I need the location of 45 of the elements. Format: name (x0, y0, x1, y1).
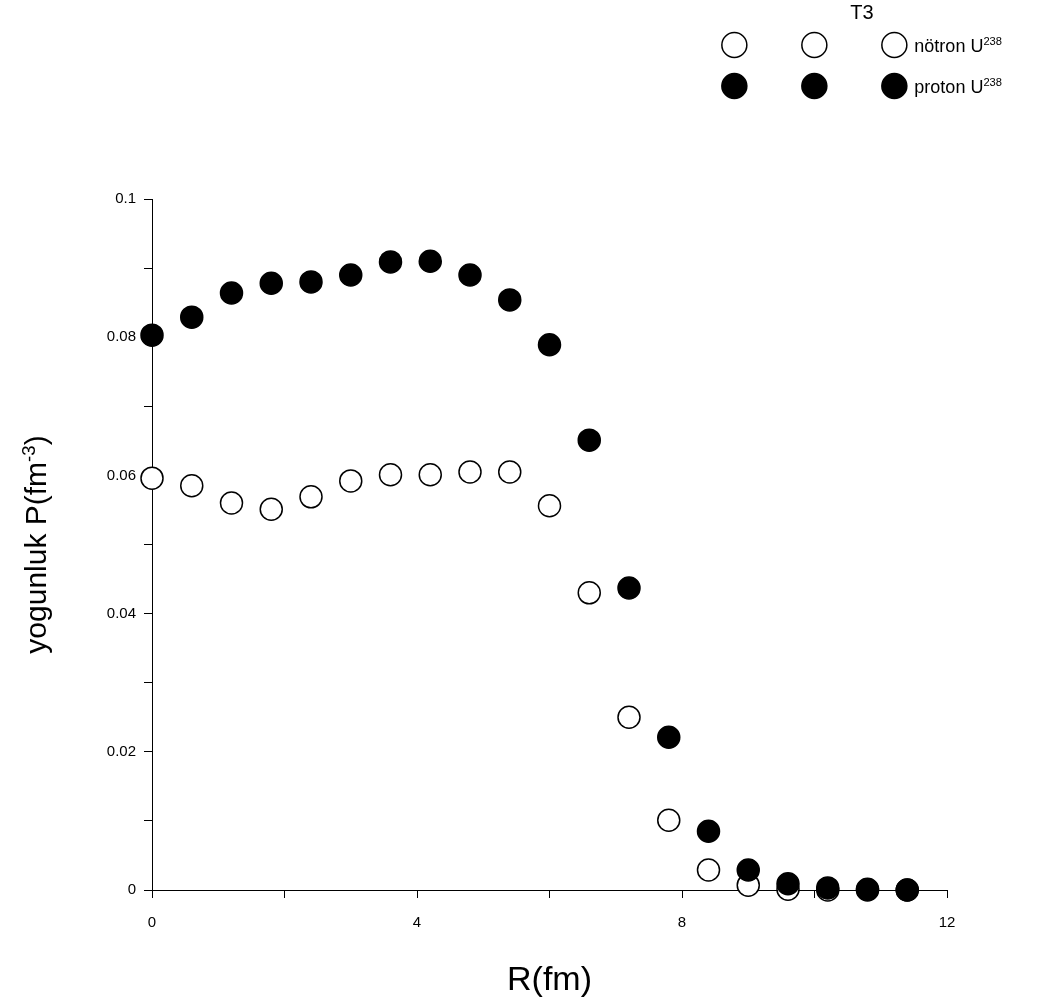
point (657, 808, 681, 832)
point (577, 581, 601, 605)
point (498, 460, 522, 484)
x-axis-title: R(fm) (507, 958, 592, 997)
point (736, 858, 760, 882)
point (418, 462, 442, 487)
y-tick-label: 0.02 (106, 741, 136, 759)
point (537, 494, 562, 518)
point (219, 491, 244, 515)
point (458, 263, 482, 287)
point (219, 281, 244, 305)
y-tick-label: 0.08 (106, 327, 136, 345)
y-axis-title: yogunluk P(fm-3) (17, 435, 52, 654)
point (537, 333, 562, 357)
point (299, 485, 323, 509)
x-tick-label: 12 (938, 913, 956, 931)
y-tick-label: 0.06 (106, 465, 136, 483)
point (696, 819, 721, 844)
point (180, 474, 204, 498)
point (378, 462, 403, 487)
y-tick-label: 0.04 (106, 603, 136, 621)
point (140, 466, 164, 490)
y-tick-label: 0.1 (115, 189, 136, 207)
point (657, 725, 681, 750)
point (617, 705, 641, 729)
x-tick-label: 4 (412, 913, 422, 931)
point (776, 872, 800, 896)
point (259, 271, 283, 296)
x-tick-label: 8 (677, 913, 687, 931)
legend-title: T3 (850, 0, 874, 23)
point (617, 576, 641, 600)
x-tick-label: 0 (147, 913, 157, 931)
point (498, 288, 522, 312)
point (418, 249, 442, 273)
point (259, 497, 283, 522)
point (696, 858, 721, 882)
point (378, 250, 403, 274)
point (140, 323, 164, 347)
point (180, 305, 204, 329)
point (299, 270, 323, 294)
point (577, 428, 601, 452)
point (339, 263, 363, 287)
point (458, 460, 482, 484)
y-tick-label: 0 (127, 880, 136, 898)
point (339, 469, 363, 493)
